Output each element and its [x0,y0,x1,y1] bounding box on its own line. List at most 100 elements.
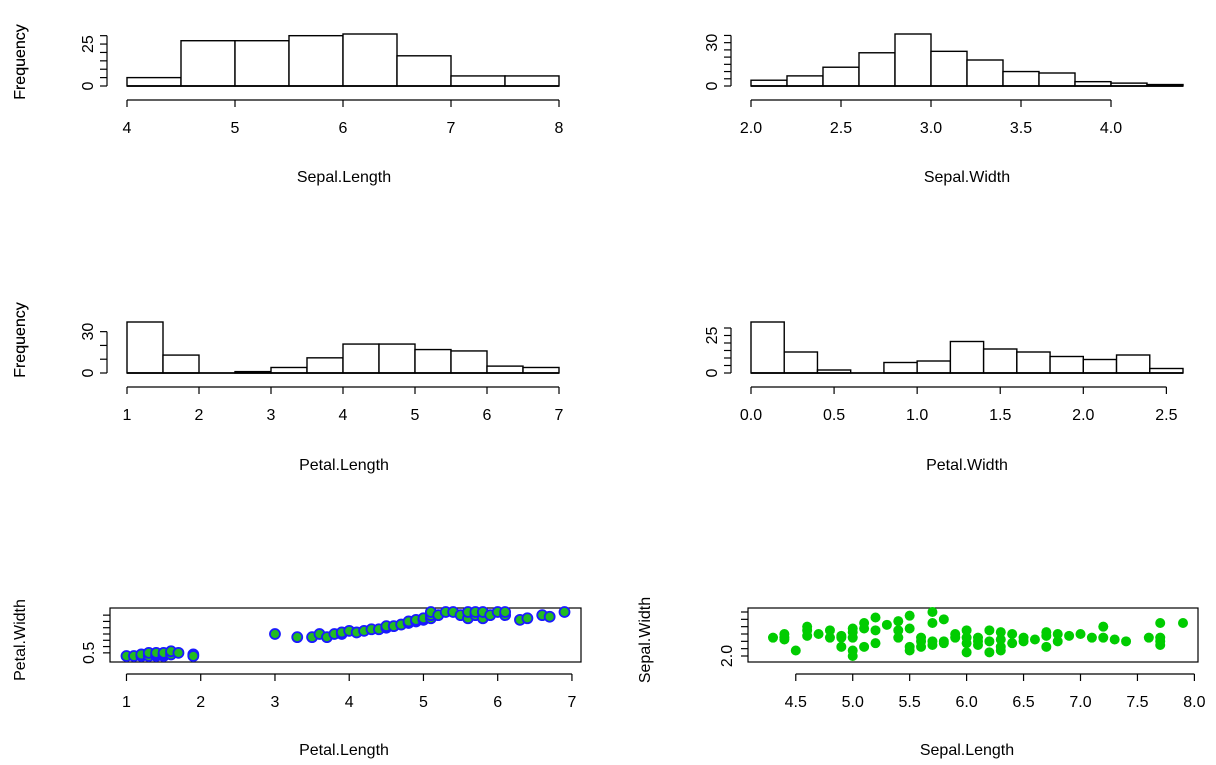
histogram-bar [883,361,918,374]
scatter-point [1155,632,1166,643]
x-tick-label: 3.0 [920,120,942,137]
scatter-point [938,614,949,625]
scatter-point [813,629,824,639]
x-tick-label: 5 [231,120,240,137]
x-tick-label: 2.0 [1072,407,1094,424]
histogram-bar [822,66,860,87]
scatter-point [916,632,927,643]
x-axis-title: Petal.Length [299,457,389,474]
scatter-point [904,623,915,634]
x-tick-label: 3 [267,407,276,424]
scatter-point [995,634,1006,645]
scatter-point [859,618,870,628]
histogram-bar [930,50,968,87]
scatter-point [1018,632,1029,643]
scatter-point [927,618,938,628]
y-tick-label: 2.0 [719,645,736,667]
x-tick-label: 6 [339,120,348,137]
x-tick-label: 4.5 [785,694,807,711]
scatter-point [893,632,904,643]
x-tick-label: 8.0 [1183,694,1205,711]
scatter-point [1041,627,1052,638]
histogram-bar [949,340,985,374]
histogram-bar [342,343,380,374]
histogram-bar [1016,351,1051,374]
scatter-point [950,629,961,639]
scatter-point [870,625,881,636]
x-tick-label: 1 [122,694,131,711]
x-axis-title: Sepal.Length [297,169,391,186]
scatter-point [961,625,972,636]
histogram-bar [783,351,819,374]
histogram-bar [162,354,200,374]
scatter-point [824,625,835,636]
scatter-point [995,627,1006,638]
scatter-point [859,641,870,652]
scatter-point [938,636,949,647]
scatter-point [790,645,801,656]
x-tick-label: 7.0 [1069,694,1091,711]
histogram-bar [1049,355,1085,374]
scatter-point [927,636,938,647]
scatter-point [893,616,904,627]
x-tick-label: 2.0 [740,120,762,137]
y-tick-label: 0 [80,81,97,90]
x-tick-label: 2 [195,407,204,424]
scatter-point [802,621,813,632]
x-axis-title: Petal.Length [299,742,389,759]
histogram-bar [858,52,896,87]
histogram-bar [450,75,506,87]
chart-panel-6: 4.5 5.0 5.5 6.0 6.5 7.0 7.5 8.0 Sepal.Length Sepa… [637,597,1206,759]
scatter-point [984,647,995,658]
scatter-point [836,630,847,641]
scatter-point [904,610,915,621]
scatter-point [1052,636,1063,647]
scatter-point [984,636,995,647]
scatter-point [893,625,904,636]
scatter-point [768,632,778,643]
histogram-bar [378,343,416,374]
x-tick-label: 4 [123,120,132,137]
x-tick-label: 7 [447,120,456,137]
histogram-bar [180,40,236,87]
histogram-bar [126,76,182,87]
scatter-point [269,628,281,640]
scatter-point [1143,632,1154,643]
x-tick-label: 5.5 [899,694,921,711]
x-tick-label: 7.5 [1126,694,1148,711]
x-tick-label: 3.5 [1010,120,1032,137]
x-tick-label: 0.0 [740,407,762,424]
scatter-point [847,645,858,656]
scatter-point [291,631,304,644]
histogram-bar [750,321,785,374]
scatter-point [1041,641,1052,652]
scatter-point [1007,629,1018,639]
y-axis-title: Frequency [12,302,29,378]
chart-panel-3: 1 2 3 4 5 6 7 Petal.Length Frequency 0 30 [12,302,564,474]
x-tick-label: 1 [123,407,132,424]
y-tick-label: 0.5 [81,642,98,664]
scatter-point [1121,636,1132,647]
histogram-bar [342,33,398,87]
scatter-point [836,641,847,652]
scatter-point [543,610,556,623]
chart-panel-2: 2.0 2.5 3.0 3.5 4.0 Sepal.Width Frequency 0 30 [12,24,1184,186]
scatter-point [1007,638,1018,649]
x-axis-title: Sepal.Width [924,169,1010,186]
scatter-point [187,650,200,662]
scatter-point [881,619,892,630]
scatter-point [995,641,1006,652]
x-tick-label: 7 [555,407,564,424]
histogram-bar [504,75,560,87]
scatter-point [973,632,983,643]
histogram-bar [1038,72,1076,87]
x-tick-label: 6.5 [1012,694,1034,711]
x-tick-label: 1.5 [989,407,1011,424]
scatter-point [1029,634,1040,645]
x-tick-label: 4 [339,407,348,424]
x-tick-label: 8 [555,120,564,137]
y-tick-label: 25 [704,327,721,345]
scatter-point [927,607,938,617]
scatter-point [499,606,512,618]
x-tick-label: 5 [419,694,428,711]
